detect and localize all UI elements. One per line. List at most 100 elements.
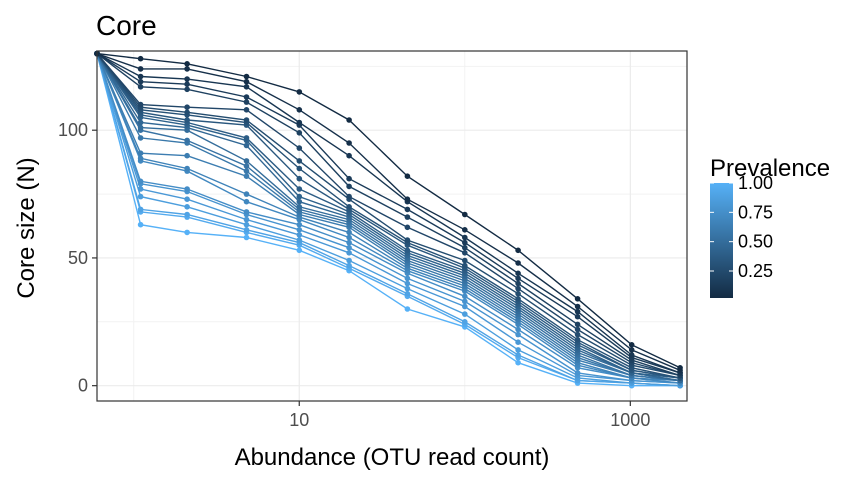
- series-line: [96, 53, 681, 382]
- data-point: [296, 193, 303, 200]
- data-point: [184, 66, 190, 72]
- data-point: [462, 262, 468, 269]
- data-point: [628, 352, 635, 358]
- data-point: [243, 173, 250, 179]
- x-tick-label: 10: [289, 410, 309, 430]
- data-point: [243, 158, 250, 164]
- data-point: [404, 237, 411, 243]
- data-point: [346, 250, 352, 256]
- data-point: [462, 234, 468, 241]
- data-point: [574, 331, 581, 338]
- data-point: [404, 206, 411, 213]
- data-point: [243, 163, 250, 169]
- data-point: [137, 73, 144, 80]
- data-point: [243, 107, 250, 113]
- data-point: [243, 78, 250, 85]
- data-point: [184, 104, 190, 110]
- data-point: [137, 150, 144, 156]
- data-point: [677, 365, 683, 371]
- data-point: [574, 336, 581, 343]
- data-point: [515, 247, 521, 254]
- data-point: [184, 109, 190, 116]
- y-axis-ticks: 0 50 100: [58, 120, 97, 396]
- data-point: [243, 227, 250, 233]
- series-line: [96, 53, 681, 384]
- data-point: [462, 319, 468, 325]
- data-point: [462, 303, 468, 310]
- data-point: [296, 107, 303, 113]
- data-point: [346, 234, 352, 241]
- data-point: [296, 198, 303, 205]
- data-point: [515, 352, 521, 358]
- data-point: [243, 84, 250, 90]
- data-point: [574, 296, 581, 302]
- series-line: [96, 53, 681, 382]
- series-line: [96, 53, 681, 377]
- data-point: [296, 119, 303, 126]
- legend-title: Prevalence: [710, 155, 830, 182]
- series-line: [96, 52, 681, 371]
- data-point: [184, 196, 190, 202]
- data-point: [574, 313, 581, 320]
- data-point: [462, 257, 468, 264]
- data-point: [296, 89, 303, 95]
- data-point: [515, 260, 521, 266]
- series-line: [96, 53, 681, 377]
- y-axis-title: Core size (N): [13, 157, 40, 298]
- data-point: [515, 275, 521, 282]
- data-point: [515, 331, 521, 338]
- data-point: [184, 137, 190, 144]
- legend-tick-label: 0.75: [738, 202, 773, 222]
- data-point: [404, 280, 411, 287]
- data-point: [346, 244, 352, 251]
- data-point: [184, 165, 190, 172]
- data-point: [184, 211, 190, 218]
- data-point: [137, 101, 144, 108]
- data-point: [404, 247, 411, 254]
- series-line: [96, 53, 681, 382]
- data-point: [404, 275, 411, 282]
- data-point: [243, 73, 250, 80]
- series-line: [96, 53, 681, 387]
- data-point: [515, 270, 521, 277]
- series-line: [96, 53, 681, 374]
- data-point: [184, 117, 190, 123]
- data-point: [574, 326, 581, 333]
- data-point: [346, 117, 352, 123]
- data-point: [346, 262, 352, 269]
- data-point: [515, 339, 521, 346]
- data-point: [184, 81, 190, 87]
- data-point: [346, 140, 352, 146]
- data-point: [137, 221, 144, 228]
- legend-tick-label: 1.00: [738, 173, 773, 193]
- data-point: [515, 296, 521, 302]
- data-point: [515, 280, 521, 287]
- data-point: [462, 293, 468, 300]
- data-point: [137, 119, 144, 126]
- data-point: [243, 142, 250, 149]
- data-point: [184, 61, 190, 67]
- data-point: [515, 359, 521, 366]
- data-point: [137, 124, 144, 131]
- data-point: [243, 168, 250, 174]
- data-point: [137, 84, 144, 90]
- series-line: [96, 53, 681, 379]
- data-point: [296, 237, 303, 243]
- series-line: [96, 53, 681, 382]
- data-point: [137, 206, 144, 213]
- x-axis-title: Abundance (OTU read count): [235, 444, 550, 471]
- data-point: [243, 117, 250, 123]
- data-point: [296, 204, 303, 210]
- data-point: [404, 290, 411, 297]
- series-line: [96, 53, 681, 377]
- data-point: [137, 186, 144, 192]
- data-point: [296, 232, 303, 238]
- series-lines: [96, 52, 681, 387]
- data-point: [243, 216, 250, 223]
- data-point: [404, 196, 411, 202]
- data-point: [243, 221, 250, 228]
- data-point: [346, 175, 352, 182]
- data-point: [243, 234, 250, 241]
- data-point: [462, 250, 468, 256]
